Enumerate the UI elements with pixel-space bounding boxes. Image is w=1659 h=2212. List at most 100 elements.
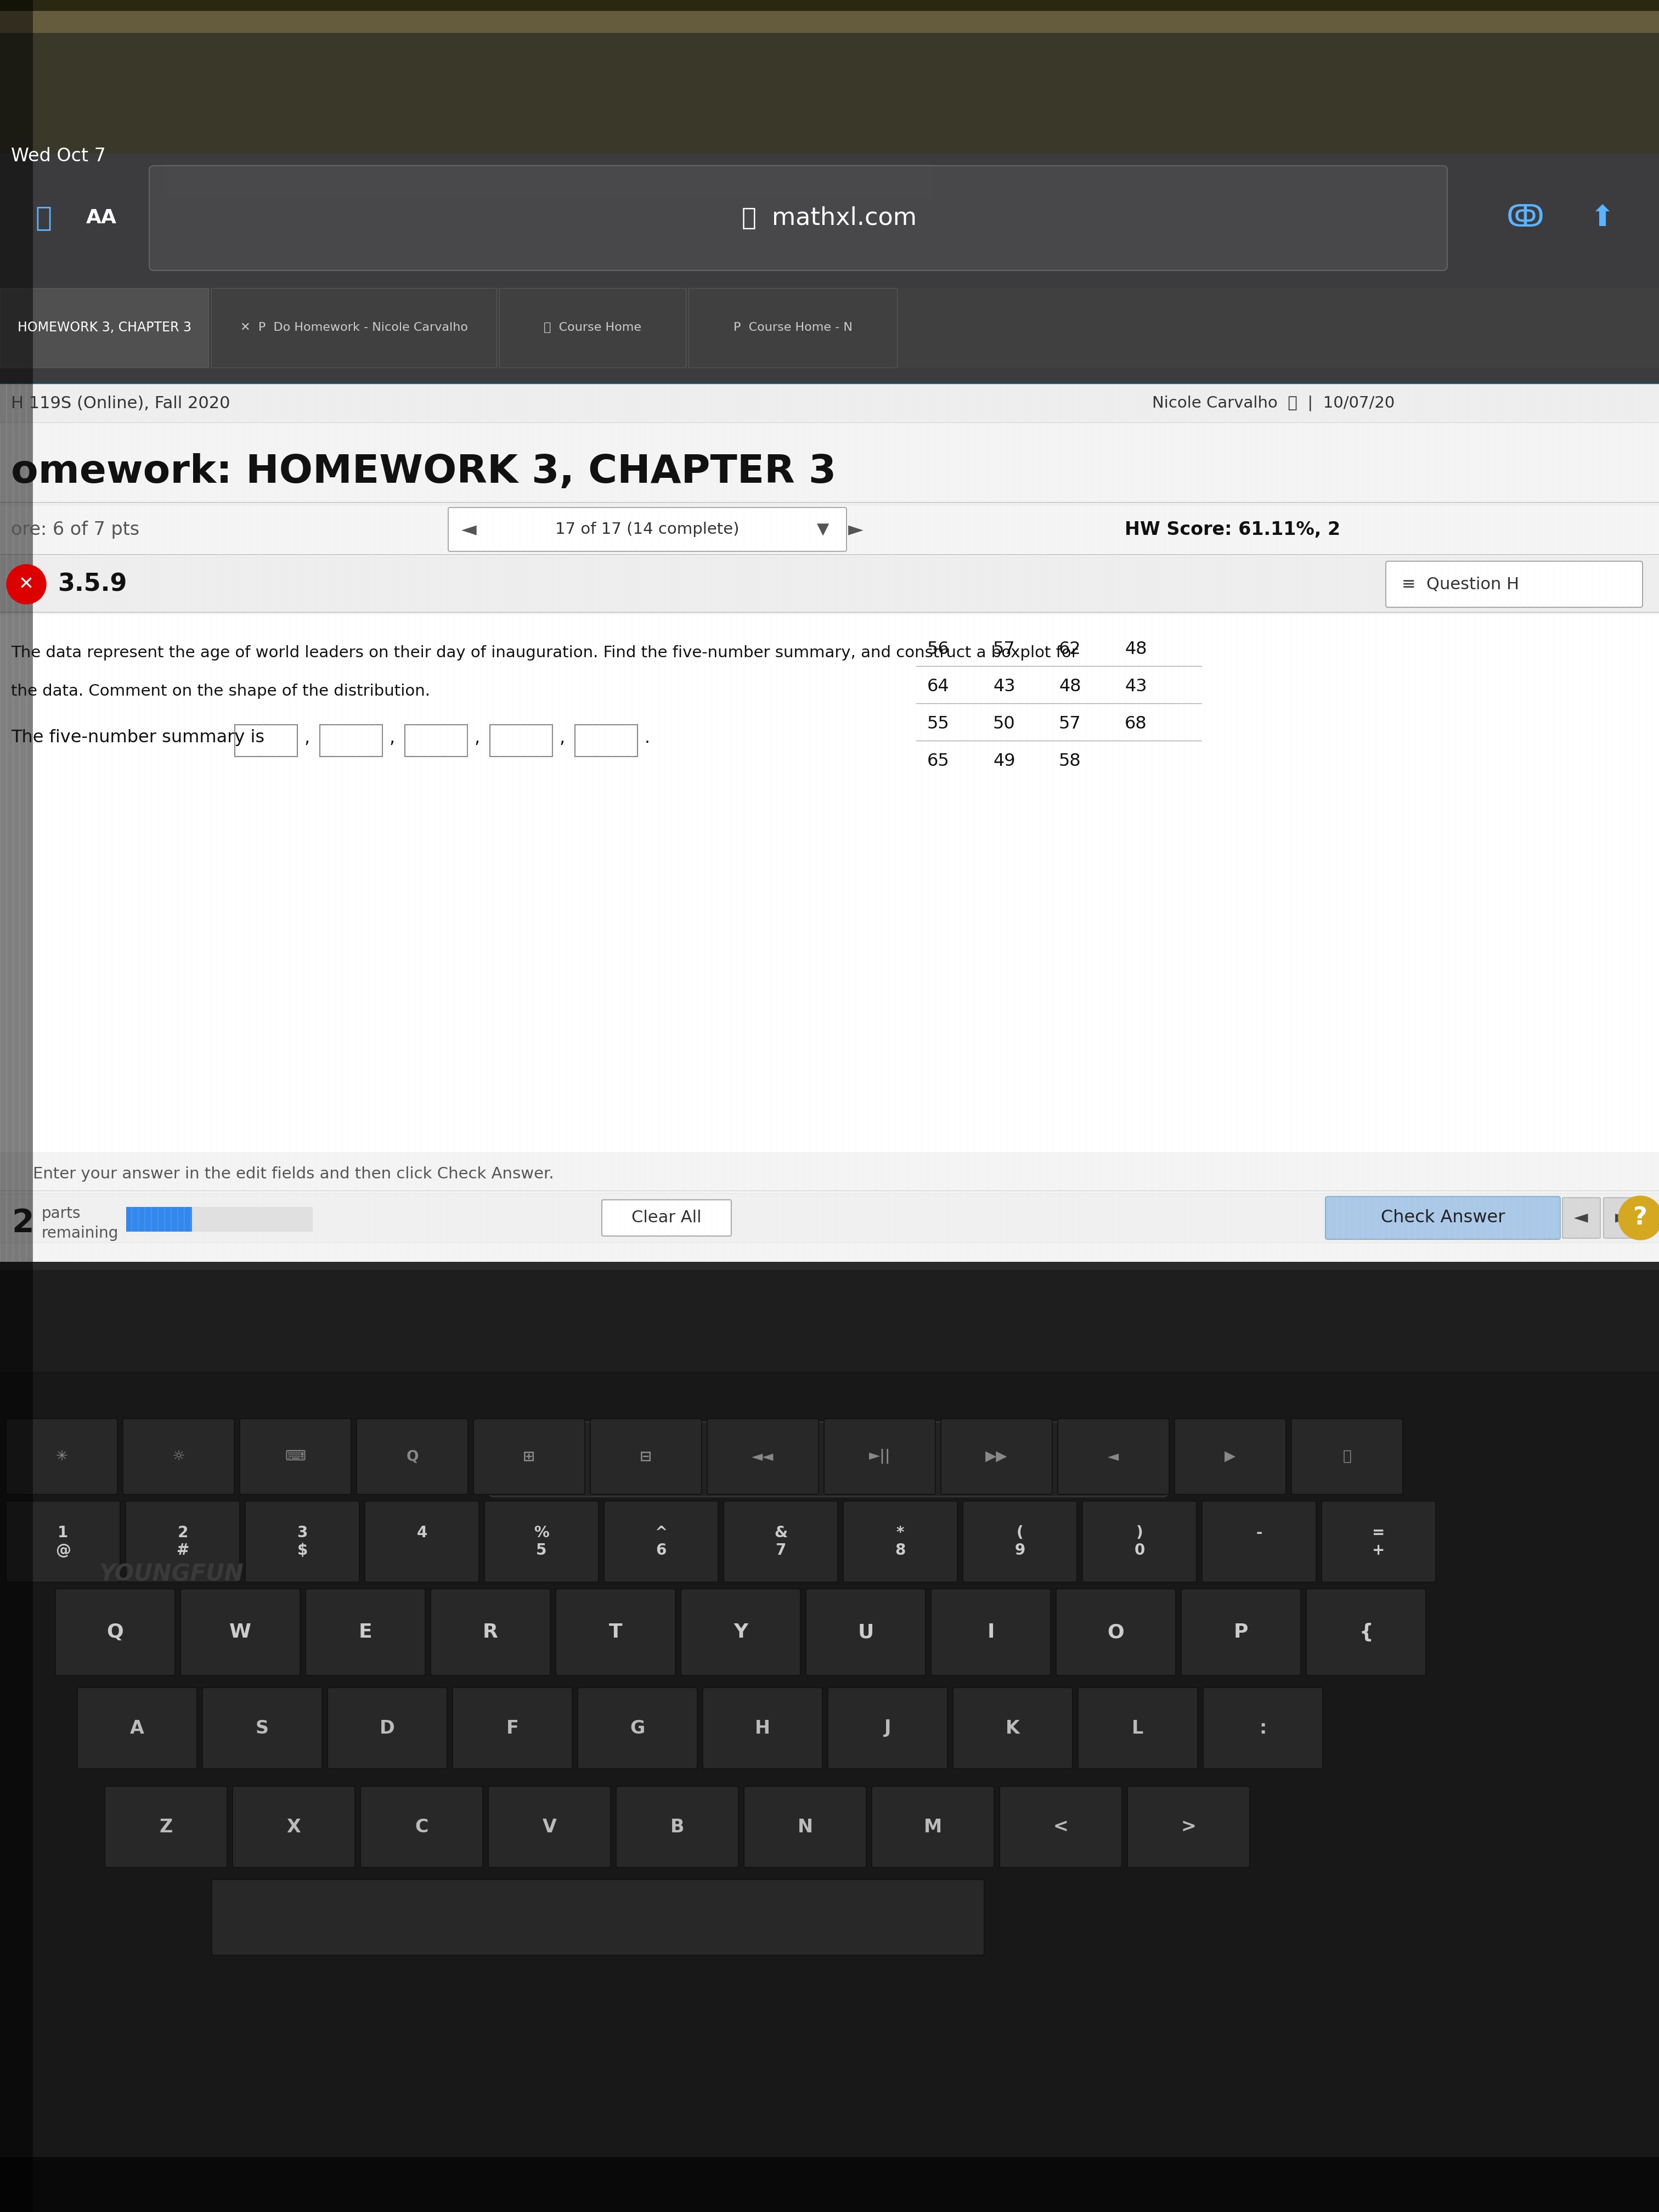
Bar bbox=[0, 2157, 1659, 2212]
Text: ⬆: ⬆ bbox=[1589, 204, 1614, 232]
FancyBboxPatch shape bbox=[1181, 1588, 1301, 1674]
Text: parts: parts bbox=[41, 1206, 80, 1221]
FancyBboxPatch shape bbox=[1326, 1197, 1559, 1239]
Text: the data. Comment on the shape of the distribution.: the data. Comment on the shape of the di… bbox=[12, 684, 430, 699]
Text: omework: HOMEWORK 3, CHAPTER 3: omework: HOMEWORK 3, CHAPTER 3 bbox=[12, 453, 836, 491]
FancyBboxPatch shape bbox=[707, 1418, 818, 1495]
FancyBboxPatch shape bbox=[843, 1502, 957, 1582]
Text: Enter your answer in the edit fields and then click Check Answer.: Enter your answer in the edit fields and… bbox=[33, 1166, 554, 1181]
Text: W: W bbox=[229, 1624, 251, 1641]
FancyBboxPatch shape bbox=[365, 1502, 479, 1582]
FancyBboxPatch shape bbox=[241, 1418, 352, 1495]
FancyBboxPatch shape bbox=[1128, 1787, 1249, 1867]
Text: ◄: ◄ bbox=[1108, 1449, 1118, 1464]
FancyBboxPatch shape bbox=[615, 1787, 738, 1867]
Text: Nicole Carvalho  👤  |  10/07/20: Nicole Carvalho 👤 | 10/07/20 bbox=[1151, 396, 1395, 411]
Bar bbox=[0, 0, 1659, 11]
Bar bbox=[126, 1208, 312, 1232]
Text: 49: 49 bbox=[994, 752, 1015, 770]
FancyBboxPatch shape bbox=[828, 1688, 947, 1770]
Bar bbox=[0, 504, 1659, 553]
Text: ,: , bbox=[559, 730, 566, 745]
Bar bbox=[688, 288, 898, 367]
Text: 4: 4 bbox=[416, 1524, 428, 1557]
Text: .: . bbox=[645, 730, 650, 745]
Text: ✕: ✕ bbox=[18, 575, 35, 593]
FancyBboxPatch shape bbox=[473, 1418, 586, 1495]
Text: Z: Z bbox=[159, 1818, 173, 1836]
Text: 🔊: 🔊 bbox=[1342, 1449, 1352, 1464]
Text: ►: ► bbox=[848, 520, 863, 540]
Text: ↂ: ↂ bbox=[1506, 204, 1545, 232]
Text: ⌨: ⌨ bbox=[285, 1449, 305, 1464]
Text: The five-number summary is: The five-number summary is bbox=[12, 730, 270, 745]
FancyBboxPatch shape bbox=[246, 1502, 360, 1582]
Bar bbox=[0, 153, 1659, 385]
FancyBboxPatch shape bbox=[1604, 1197, 1641, 1239]
FancyBboxPatch shape bbox=[743, 1787, 866, 1867]
Text: <: < bbox=[1053, 1818, 1068, 1836]
Text: Clear All: Clear All bbox=[632, 1210, 702, 1225]
Text: YOUNGFUN: YOUNGFUN bbox=[100, 1564, 244, 1586]
FancyBboxPatch shape bbox=[1322, 1502, 1435, 1582]
Text: %
5: % 5 bbox=[534, 1524, 549, 1557]
Text: 62: 62 bbox=[1058, 641, 1082, 657]
Text: I: I bbox=[987, 1624, 994, 1641]
Text: 58: 58 bbox=[1058, 752, 1082, 770]
Text: 57: 57 bbox=[994, 641, 1015, 657]
FancyBboxPatch shape bbox=[576, 726, 637, 757]
FancyBboxPatch shape bbox=[123, 1418, 234, 1495]
FancyBboxPatch shape bbox=[577, 1688, 697, 1770]
Text: L: L bbox=[1131, 1719, 1143, 1736]
FancyBboxPatch shape bbox=[357, 1418, 468, 1495]
Text: B: B bbox=[670, 1818, 684, 1836]
Text: P: P bbox=[1234, 1624, 1248, 1641]
Text: H 119S (Online), Fall 2020: H 119S (Online), Fall 2020 bbox=[12, 396, 231, 411]
FancyBboxPatch shape bbox=[602, 1199, 732, 1237]
Bar bbox=[0, 801, 1659, 1152]
FancyBboxPatch shape bbox=[431, 1588, 551, 1674]
Text: ◄: ◄ bbox=[1574, 1210, 1588, 1228]
Text: R: R bbox=[483, 1624, 498, 1641]
Text: K: K bbox=[1005, 1719, 1020, 1736]
Text: 43: 43 bbox=[1125, 679, 1146, 695]
Text: ^
6: ^ 6 bbox=[655, 1524, 667, 1557]
FancyBboxPatch shape bbox=[78, 1688, 197, 1770]
Text: E: E bbox=[358, 1624, 372, 1641]
Text: V: V bbox=[542, 1818, 556, 1836]
FancyBboxPatch shape bbox=[1082, 1502, 1196, 1582]
Text: J: J bbox=[884, 1719, 891, 1736]
FancyBboxPatch shape bbox=[453, 1688, 572, 1770]
Bar bbox=[0, 0, 1659, 153]
Text: remaining: remaining bbox=[41, 1225, 118, 1241]
Bar bbox=[499, 288, 685, 367]
Text: ore: 6 of 7 pts: ore: 6 of 7 pts bbox=[12, 520, 139, 538]
FancyBboxPatch shape bbox=[405, 726, 468, 757]
Text: ▶▶: ▶▶ bbox=[985, 1449, 1007, 1464]
FancyBboxPatch shape bbox=[680, 1588, 800, 1674]
Text: ☼: ☼ bbox=[173, 1449, 186, 1464]
Text: 56: 56 bbox=[927, 641, 949, 657]
FancyBboxPatch shape bbox=[871, 1787, 994, 1867]
FancyBboxPatch shape bbox=[931, 1588, 1050, 1674]
Text: P  Course Home - N: P Course Home - N bbox=[733, 323, 853, 334]
Text: 2
#: 2 # bbox=[176, 1524, 189, 1557]
FancyBboxPatch shape bbox=[556, 1588, 675, 1674]
FancyBboxPatch shape bbox=[489, 1422, 1168, 1498]
FancyBboxPatch shape bbox=[1563, 1197, 1601, 1239]
Text: T: T bbox=[609, 1624, 622, 1641]
Text: C: C bbox=[415, 1818, 428, 1836]
Text: ⊞: ⊞ bbox=[523, 1449, 536, 1464]
FancyBboxPatch shape bbox=[181, 1588, 300, 1674]
Text: 🔒  mathxl.com: 🔒 mathxl.com bbox=[742, 206, 917, 230]
Text: )
0: ) 0 bbox=[1135, 1524, 1145, 1557]
Text: ?: ? bbox=[1632, 1206, 1647, 1230]
Text: 57: 57 bbox=[1058, 717, 1082, 732]
FancyBboxPatch shape bbox=[1078, 1688, 1198, 1770]
Text: {: { bbox=[1359, 1624, 1374, 1641]
FancyBboxPatch shape bbox=[604, 1502, 718, 1582]
Bar bbox=[211, 288, 496, 367]
FancyBboxPatch shape bbox=[7, 1502, 119, 1582]
Text: F: F bbox=[506, 1719, 519, 1736]
Text: The data represent the age of world leaders on their day of inauguration. Find t: The data represent the age of world lead… bbox=[12, 646, 1078, 661]
